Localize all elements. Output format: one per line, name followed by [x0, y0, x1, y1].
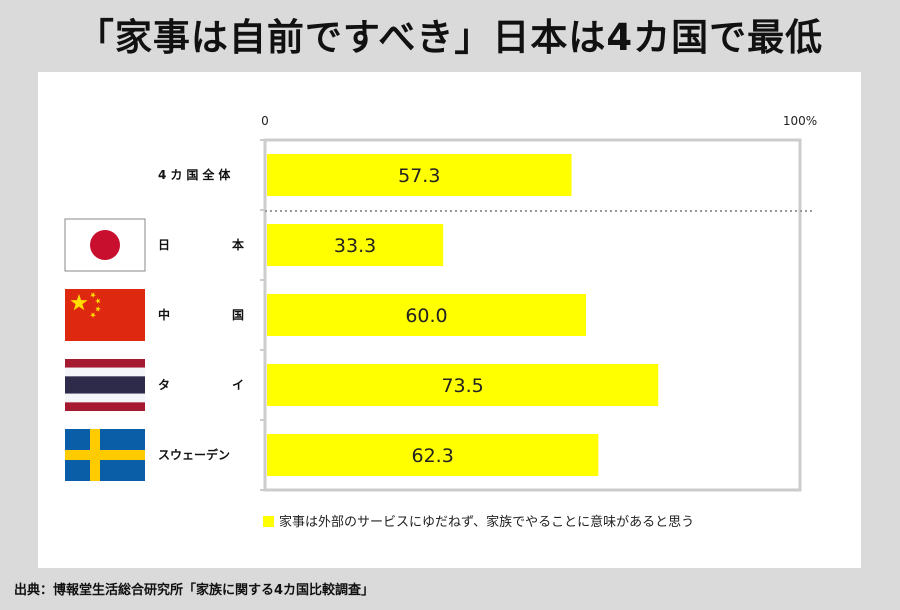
value-label: 33.3	[334, 235, 376, 257]
legend-swatch	[263, 516, 274, 527]
plot-frame	[263, 138, 802, 492]
flag-stripe	[65, 402, 145, 411]
flag-china-icon	[65, 289, 145, 341]
flags	[64, 218, 146, 481]
bars	[267, 154, 659, 476]
value-label: 60.0	[405, 305, 447, 327]
bar	[267, 294, 586, 336]
flag-star	[90, 292, 96, 298]
flag-star	[95, 298, 101, 304]
legend-label: 家事は外部のサービスにゆだねず、家族でやることに意味があると思う	[279, 514, 694, 530]
bar	[267, 364, 659, 406]
value-label: 73.5	[441, 375, 483, 397]
category-label: 4カ国全体	[158, 167, 234, 182]
flag-stripe	[65, 359, 145, 368]
value-label: 57.3	[398, 165, 440, 187]
category-label: タイ	[158, 378, 244, 392]
bar	[267, 224, 444, 266]
flag-star	[90, 312, 96, 318]
category-label: 中国	[158, 307, 244, 322]
flag-sun	[90, 230, 120, 260]
flag-stripe	[65, 393, 145, 403]
x-tick-label: 100%	[783, 114, 817, 128]
x-tick-label: 0	[261, 114, 269, 128]
flag-star	[95, 306, 101, 312]
category-label: 日本	[158, 237, 244, 252]
flag-sweden-icon	[65, 429, 145, 481]
source-note: 出典：博報堂生活総合研究所「家族に関する4カ国比較調査」	[14, 583, 375, 598]
flag-stripe	[65, 376, 145, 394]
legend: 家事は外部のサービスにゆだねず、家族でやることに意味があると思う	[263, 514, 694, 530]
flag-star	[70, 294, 88, 311]
chart-frame	[260, 138, 812, 492]
flag-field	[65, 289, 145, 341]
flag-thailand-icon	[65, 359, 145, 411]
bar	[267, 434, 599, 476]
flag-cross-horizontal	[65, 450, 145, 460]
flag-japan-icon	[64, 218, 146, 272]
x-axis-ticks: 0 100%	[261, 114, 817, 128]
value-label: 62.3	[411, 445, 453, 467]
flag-stripe	[65, 367, 145, 377]
page-title: 「家事は自前ですべき」日本は4カ国で最低	[76, 16, 824, 59]
category-label: スウェーデン	[158, 447, 230, 462]
value-labels: 57.3 33.3 60.0 73.5 62.3	[334, 165, 484, 467]
bar	[267, 154, 572, 196]
